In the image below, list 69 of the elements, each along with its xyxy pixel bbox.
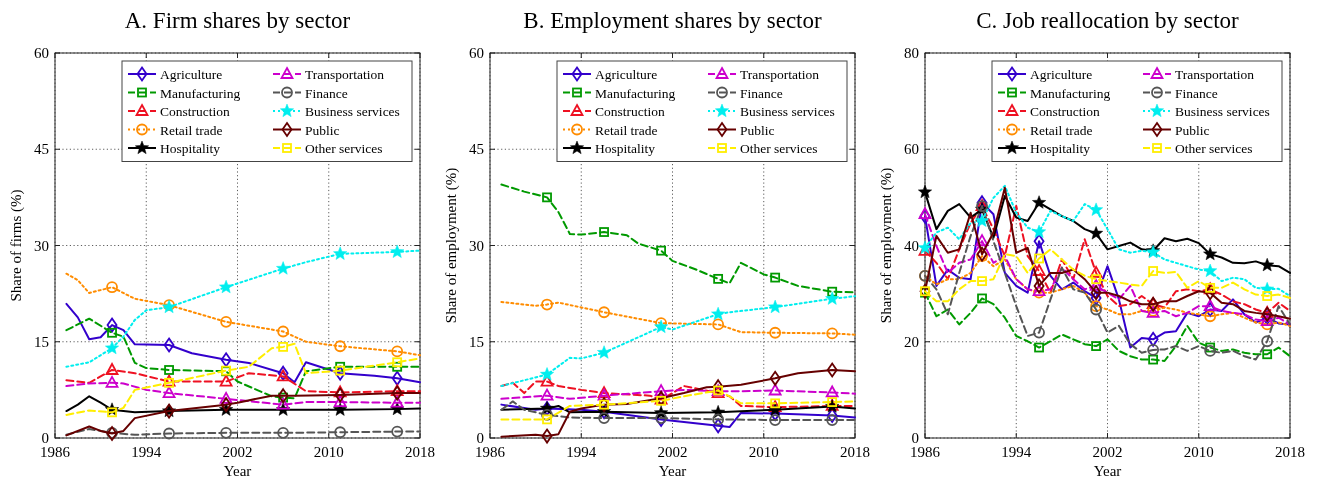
- x-tick-label: 1986: [40, 444, 71, 460]
- x-tick-label: 2010: [1183, 444, 1214, 460]
- legend-label: Other services: [1175, 141, 1253, 156]
- legend-label: Hospitality: [160, 141, 221, 156]
- y-axis-title: Share of employment (%): [878, 167, 895, 324]
- legend-label: Hospitality: [595, 141, 656, 156]
- legend-label: Public: [1175, 122, 1210, 138]
- legend-label: Finance: [740, 85, 783, 101]
- legend-label: Construction: [160, 104, 230, 119]
- x-tick-label: 1986: [910, 444, 941, 460]
- x-tick-label: 2018: [840, 444, 870, 460]
- x-tick-label: 2002: [222, 444, 253, 460]
- x-tick-label: 1994: [1001, 444, 1032, 460]
- chart-title: B. Employment shares by sector: [523, 8, 822, 33]
- y-tick-label: 15: [34, 333, 49, 350]
- y-axis-title: Share of employment (%): [443, 167, 460, 324]
- legend-label: Agriculture: [595, 67, 658, 82]
- legend-label: Manufacturing: [595, 85, 676, 101]
- x-tick-label: 2002: [1092, 444, 1123, 460]
- legend-label: Agriculture: [160, 67, 223, 82]
- chart-title: C. Job reallocation by sector: [976, 8, 1240, 33]
- y-tick-label: 0: [41, 430, 49, 446]
- y-tick-label: 20: [904, 333, 919, 350]
- legend-label: Business services: [740, 104, 835, 119]
- x-tick-label: 2010: [313, 444, 344, 460]
- legend-label: Other services: [740, 141, 818, 156]
- x-axis-title: Year: [658, 463, 687, 479]
- y-tick-label: 15: [469, 333, 484, 350]
- legend-label: Transportation: [1175, 67, 1255, 82]
- y-tick-label: 45: [469, 141, 484, 158]
- x-tick-label: 1986: [475, 444, 506, 460]
- y-tick-label: 45: [34, 141, 49, 158]
- legend-label: Transportation: [740, 67, 820, 82]
- y-tick-label: 0: [911, 430, 919, 446]
- x-axis-title: Year: [1093, 463, 1122, 479]
- legend-label: Manufacturing: [1030, 85, 1111, 101]
- legend-label: Public: [305, 122, 340, 138]
- legend-label: Business services: [305, 104, 400, 119]
- y-tick-label: 40: [904, 237, 919, 254]
- legend-label: Public: [740, 122, 775, 138]
- x-tick-label: 2018: [405, 444, 435, 460]
- legend-label: Business services: [1175, 104, 1270, 119]
- y-axis-title: Share of firms (%): [8, 189, 25, 302]
- legend-label: Retail trade: [1030, 122, 1093, 138]
- legend-label: Hospitality: [1030, 141, 1091, 156]
- legend-label: Retail trade: [595, 122, 658, 138]
- x-tick-label: 2002: [657, 444, 688, 460]
- x-axis-title: Year: [223, 463, 252, 479]
- legend-label: Retail trade: [160, 122, 223, 138]
- chart-title: A. Firm shares by sector: [124, 8, 351, 33]
- x-tick-label: 1994: [131, 444, 162, 460]
- y-tick-label: 30: [469, 237, 484, 254]
- legend-label: Construction: [1030, 104, 1100, 119]
- legend-label: Finance: [1175, 85, 1218, 101]
- legend-label: Other services: [305, 141, 383, 156]
- y-tick-label: 60: [34, 45, 49, 61]
- y-tick-label: 80: [904, 45, 919, 61]
- legend-label: Construction: [595, 104, 665, 119]
- legend-label: Agriculture: [1030, 67, 1093, 82]
- x-tick-label: 1994: [566, 444, 597, 460]
- legend-label: Finance: [305, 85, 348, 101]
- legend-label: Transportation: [305, 67, 385, 82]
- y-tick-label: 0: [476, 430, 484, 446]
- legend-label: Manufacturing: [160, 85, 241, 101]
- y-tick-label: 60: [904, 141, 919, 158]
- x-tick-label: 2018: [1275, 444, 1305, 460]
- y-tick-label: 60: [469, 45, 484, 61]
- x-tick-label: 2010: [748, 444, 779, 460]
- y-tick-label: 30: [34, 237, 49, 254]
